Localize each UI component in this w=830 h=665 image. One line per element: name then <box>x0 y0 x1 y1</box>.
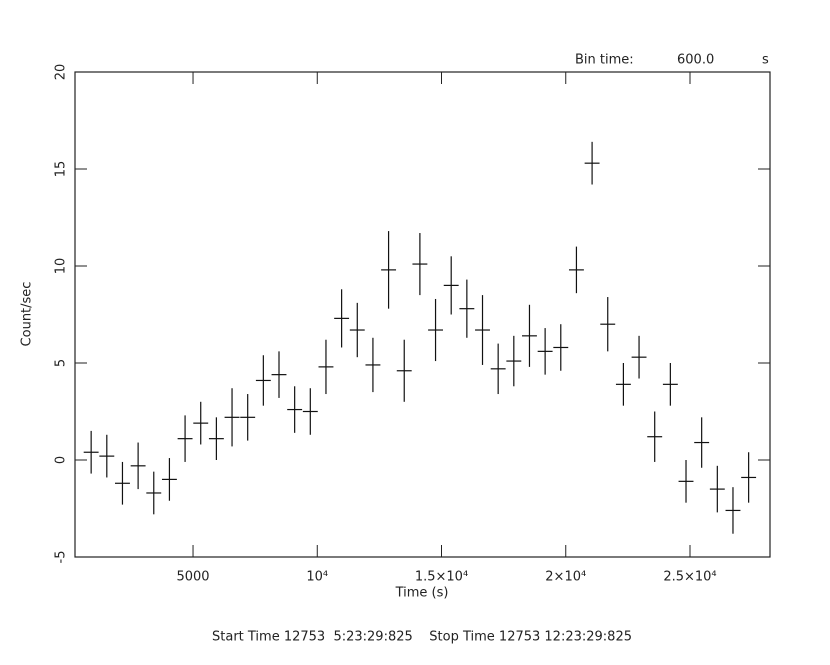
bin-time-unit: s <box>762 53 769 68</box>
plot-frame <box>74 71 771 558</box>
x-tick-label: 2.5×10⁴ <box>663 570 716 585</box>
x-axis-label: Time (s) <box>395 586 449 601</box>
y-axis-label: Count/sec <box>20 282 35 347</box>
bin-time: 600.0 <box>677 53 714 68</box>
x-tick-label: 2×10⁴ <box>545 570 586 585</box>
y-tick-label: 20 <box>54 64 69 81</box>
y-tick-label: -5 <box>54 551 69 564</box>
y-tick-label: 5 <box>54 359 69 367</box>
footer: Start Time 12753 5:23:29:825 Stop Time 1… <box>212 630 632 645</box>
x-tick-label: 5000 <box>176 570 209 585</box>
y-tick-label: 15 <box>54 161 69 178</box>
y-tick-label: 10 <box>54 258 69 275</box>
bin-time-label: Bin time: <box>575 53 634 68</box>
x-tick-label: 10⁴ <box>306 570 328 585</box>
y-tick-label: 0 <box>54 456 69 464</box>
x-tick-label: 1.5×10⁴ <box>415 570 468 585</box>
